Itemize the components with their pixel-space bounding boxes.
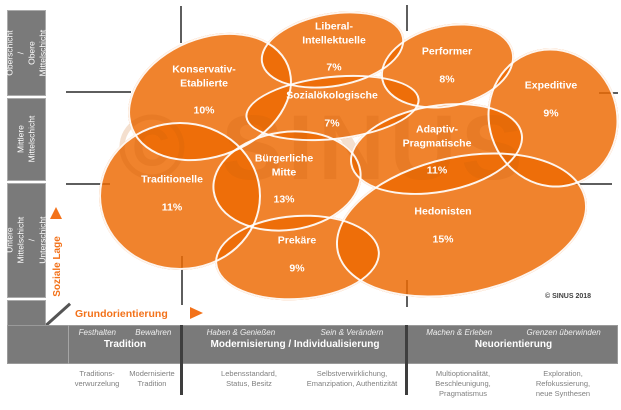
milieu-pct: 15% (432, 232, 454, 245)
milieu-pct: 9% (289, 261, 305, 274)
band-desc: Traditions- verwurzelung (74, 369, 120, 389)
stratum-oberschicht: Oberschicht / Obere Mittelschicht (4, 10, 48, 96)
milieu-pct: 10% (193, 104, 215, 117)
grid-line (66, 91, 131, 93)
band-desc: Lebensstandard, Status, Besitz (221, 369, 277, 389)
milieu-name: Liberal- Intellektuelle (302, 20, 366, 47)
band-sub-left: Festhalten (78, 328, 116, 337)
milieu-label-sozialoekologische: Sozialökologische 7% (286, 75, 378, 144)
band-title: Neuorientierung (474, 339, 553, 350)
band-subtitles: Haben & Genießen Sein & Verändern (184, 328, 406, 337)
milieu-outline (99, 122, 261, 270)
band-sub-right: Bewahren (135, 328, 172, 337)
band-title: Tradition (103, 339, 147, 350)
milieu-label-expeditive: Expeditive 9% (525, 65, 578, 134)
grid-line (406, 5, 408, 31)
grid-line (181, 256, 183, 305)
milieu-name: Konservativ- Etablierte (172, 63, 236, 90)
y-axis-arrow-icon (50, 207, 62, 219)
band-neuorientierung: Machen & Erleben Grenzen überwinden Neuo… (409, 325, 618, 364)
band-desc: Selbstverwirklichung, Emanzipation, Auth… (306, 369, 398, 389)
milieu-label-traditionelle: Traditionelle 11% (141, 159, 203, 228)
milieu-pct: 13% (273, 193, 295, 206)
milieu-pct: 7% (326, 61, 342, 74)
milieu-pct: 11% (426, 164, 448, 177)
milieu-label-prekaere: Prekäre 9% (278, 220, 317, 289)
milieu-label-liberal-intellektuelle: Liberal- Intellektuelle 7% (302, 6, 366, 89)
milieu-name: Expeditive (524, 79, 578, 92)
milieu-name: Bürgerliche Mitte (254, 152, 314, 179)
grid-line (563, 183, 612, 185)
band-sub-left: Machen & Erleben (426, 328, 493, 337)
milieu-pct: 7% (324, 116, 340, 129)
milieu-label-adaptiv-pragmatische: Adaptiv- Pragmatische 11% (403, 109, 472, 192)
stratum-label: Mittlere Mittelschicht (15, 116, 37, 163)
strip-divider-dark (405, 325, 408, 395)
milieu-pct: 11% (161, 200, 183, 213)
y-axis-label: Soziale Lage (51, 235, 63, 297)
orientation-strip (7, 325, 618, 364)
milieu-pct: 8% (439, 72, 455, 85)
milieu-name: Adaptiv- Pragmatische (402, 123, 472, 150)
band-sub-left: Haben & Genießen (206, 328, 276, 337)
milieu-name: Performer (421, 45, 473, 58)
band-title: Modernisierung / Individualisierung (210, 339, 380, 350)
band-tradition: Festhalten Bewahren Tradition (69, 325, 181, 364)
axis-origin-diagonal (45, 302, 71, 326)
y-axis-label-box: Soziale Lage (46, 230, 68, 302)
milieu-name: Hedonisten (414, 205, 472, 218)
milieu-label-buergerliche-mitte: Bürgerliche Mitte 13% (255, 138, 313, 221)
band-subtitles: Machen & Erleben Grenzen überwinden (409, 328, 618, 337)
copyright-note: © SINUS 2018 (545, 293, 592, 300)
grid-line (180, 6, 182, 43)
band-desc: Exploration, Refokussierung, neue Synthe… (535, 369, 591, 399)
band-desc: Modernisierte Tradition (129, 369, 175, 389)
milieu-name: Prekäre (277, 234, 317, 247)
band-modernisierung: Haben & Genießen Sein & Verändern Modern… (184, 325, 406, 364)
milieu-label-hedonisten: Hedonisten 15% (414, 191, 471, 260)
grid-line (66, 183, 110, 185)
milieu-name: Sozialökologische (286, 89, 378, 102)
stratum-label: Oberschicht / Obere Mittelschicht (4, 29, 48, 77)
milieu-label-konservativ-etablierte: Konservativ- Etablierte 10% (172, 49, 236, 132)
stratum-label: Untere Mittelschicht / Unterschicht (4, 216, 48, 265)
milieu-pct: 9% (543, 106, 559, 119)
band-subtitles: Festhalten Bewahren (69, 328, 181, 337)
milieu-name: Traditionelle (141, 173, 203, 186)
band-sub-right: Sein & Verändern (320, 328, 384, 337)
band-desc: Multioptionalität, Beschleunigung, Pragm… (435, 369, 491, 399)
band-sub-right: Grenzen überwinden (526, 328, 601, 337)
strip-divider-light (68, 325, 69, 364)
x-axis-label: Grundorientierung (75, 308, 168, 320)
x-axis-arrow-icon (190, 307, 203, 319)
stratum-untere-mittelschicht: Untere Mittelschicht / Unterschicht (4, 183, 48, 298)
stratum-mittlere-mittelschicht: Mittlere Mittelschicht (7, 98, 46, 181)
milieu-label-performer: Performer 8% (422, 31, 472, 100)
strip-divider-dark (180, 325, 183, 395)
